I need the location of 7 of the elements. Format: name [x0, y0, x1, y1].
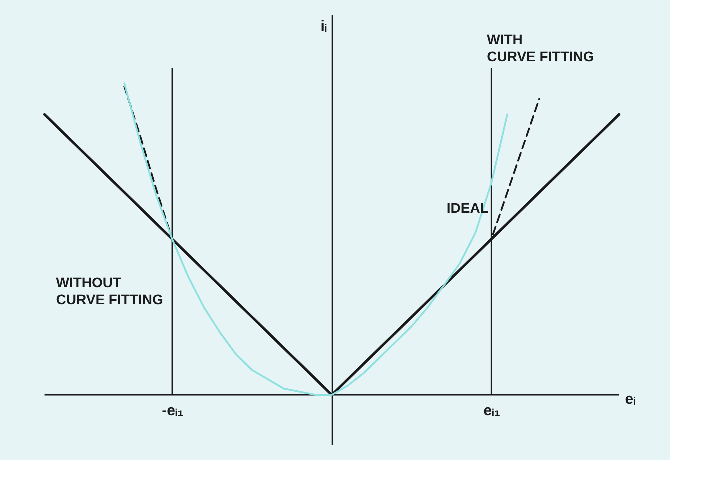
x-tick-label: eᵢ₁	[484, 402, 500, 420]
annotation: WITHOUT CURVE FITTING	[56, 274, 164, 308]
y-axis-title: iᵢ	[320, 18, 328, 35]
x-axis-title: eᵢ	[625, 391, 636, 408]
text: WITH CURVE FITTING	[487, 32, 594, 65]
x-tick-label: -eᵢ₁	[162, 402, 184, 420]
annotation: IDEAL	[446, 200, 490, 216]
